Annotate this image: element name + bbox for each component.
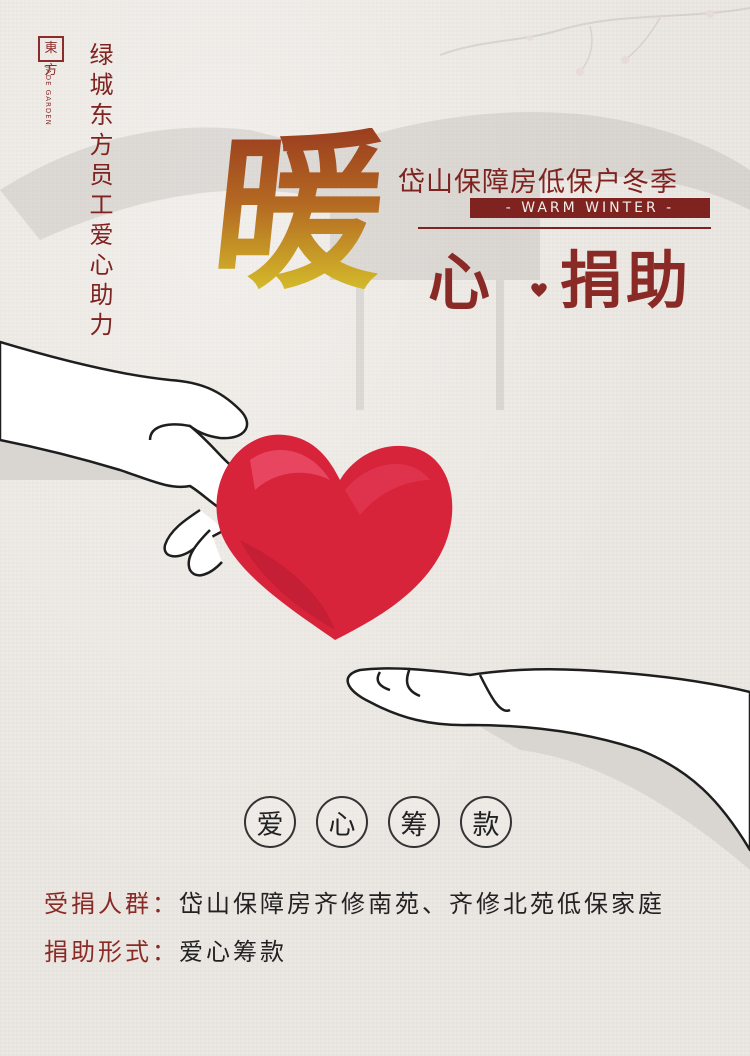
circle-char-2: 心 xyxy=(316,796,368,848)
brand-logo: 東方 JADE GARDEN xyxy=(38,36,68,126)
vertical-title: 绿城东方员工爱心助力 xyxy=(85,42,113,342)
recipients-label: 受捐人群： xyxy=(44,890,179,918)
fundraising-circles: 爱 心 筹 款 xyxy=(244,796,512,848)
recipients-value: 岱山保障房齐修南苑、齐修北苑低保家庭 xyxy=(179,890,665,918)
red-heart xyxy=(216,434,453,640)
warm-winter-ribbon: - WARM WINTER - xyxy=(470,198,710,218)
circle-char-4: 款 xyxy=(460,796,512,848)
plum-branch-decoration xyxy=(439,7,750,76)
logo-seal: 東方 xyxy=(38,36,64,78)
headline-warm: 暖 xyxy=(203,113,395,313)
divider-line xyxy=(418,227,711,229)
small-heart-icon xyxy=(531,283,547,297)
subtitle: 岱山保障房低保户冬季 xyxy=(398,167,678,198)
circle-char-3: 筹 xyxy=(388,796,440,848)
receiving-hand xyxy=(346,667,750,852)
circle-char-1: 爱 xyxy=(244,796,296,848)
giving-hand xyxy=(0,340,267,577)
donation-form-line: 捐助形式：爱心筹款 xyxy=(44,932,287,967)
recipients-line: 受捐人群：岱山保障房齐修南苑、齐修北苑低保家庭 xyxy=(44,884,665,919)
headline-donation: 捐助 xyxy=(560,244,693,317)
donation-form-label: 捐助形式： xyxy=(44,938,179,966)
traditional-roof-silhouette xyxy=(0,111,750,410)
logo-subtitle: JADE GARDEN xyxy=(44,66,52,126)
donation-form-value: 爱心筹款 xyxy=(179,938,287,966)
headline-heart: 心 xyxy=(428,246,491,319)
hands-and-heart-illustration xyxy=(0,340,750,870)
